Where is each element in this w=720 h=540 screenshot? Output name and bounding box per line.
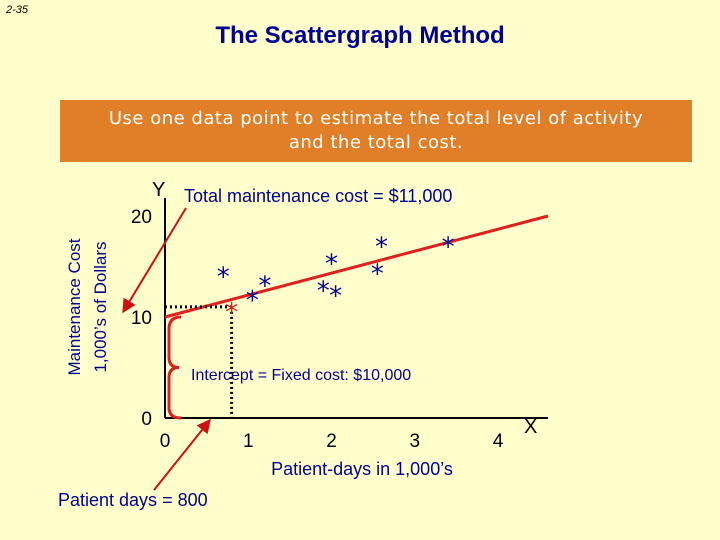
- estimate-point: *: [225, 298, 238, 328]
- x-axis-letter: X: [524, 416, 537, 438]
- intercept-annotation: Intercept = Fixed cost: $10,000: [191, 367, 411, 384]
- x-axis-label: Patient-days in 1,000’s: [271, 459, 453, 479]
- slide-title: The Scattergraph Method: [215, 22, 505, 49]
- total-cost-annotation: Total maintenance cost = $11,000: [184, 186, 452, 206]
- intercept-brace: [167, 315, 182, 420]
- x-tick-label: 1: [243, 431, 254, 452]
- data-point: *: [371, 260, 384, 290]
- total-cost-arrow: [122, 207, 187, 314]
- x-tick-label: 0: [160, 431, 171, 452]
- data-point: *: [217, 263, 230, 293]
- y-axis-letter: Y: [152, 179, 165, 201]
- x-tick-label: 3: [409, 431, 420, 452]
- slide-number: 2-35: [6, 4, 29, 16]
- data-point: *: [317, 277, 330, 307]
- y-tick-label: 10: [131, 308, 152, 329]
- data-point: *: [246, 286, 259, 316]
- patient-days-annotation: Patient days = 800: [58, 490, 208, 510]
- y-tick-label: 20: [131, 207, 152, 228]
- banner-line-2: and the total cost.: [288, 132, 464, 153]
- x-tick-label: 2: [326, 431, 337, 452]
- banner-line-1: Use one data point to estimate the total…: [108, 108, 644, 129]
- data-point: *: [258, 272, 271, 302]
- x-tick-label: 4: [493, 431, 504, 452]
- data-point: *: [329, 282, 342, 312]
- y-tick-label: 0: [141, 409, 152, 430]
- data-point: *: [375, 232, 388, 262]
- patient-days-arrow: [153, 418, 211, 491]
- fit-line: [164, 214, 549, 319]
- data-point: *: [442, 232, 455, 262]
- instruction-banner: Use one data point to estimate the total…: [60, 100, 692, 162]
- data-point: *: [325, 249, 338, 279]
